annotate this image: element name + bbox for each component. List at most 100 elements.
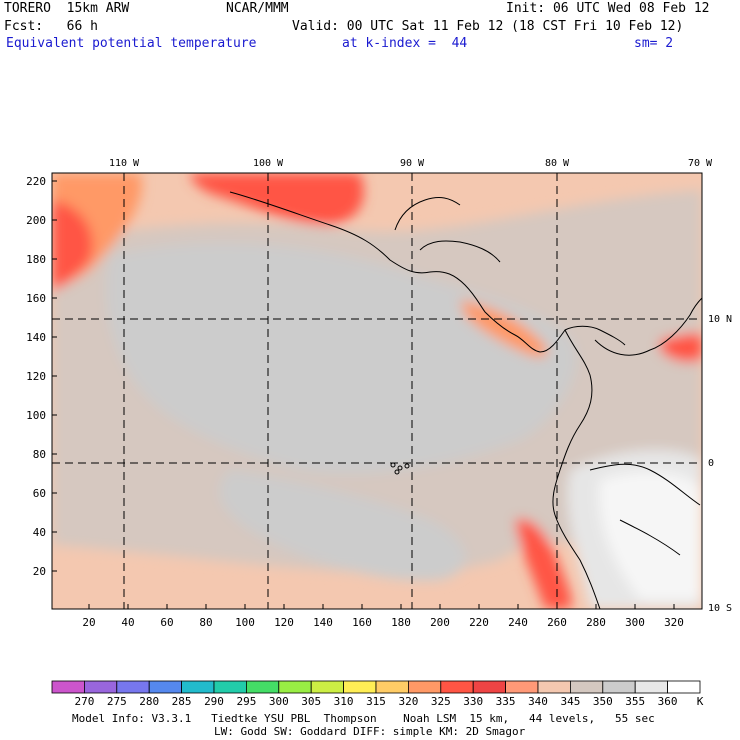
x-tick-label: 80 [199, 616, 212, 629]
colorbar-swatch [634, 680, 669, 694]
coastline-central-america [229, 191, 626, 353]
theta-e-field [52, 173, 702, 609]
coastline-venezuela [594, 297, 703, 356]
lon-label: 70 W [688, 158, 713, 169]
colorbar-labels: 270 275 280 285 290 295 300 305 310 315 320 325 330 3… [74, 695, 677, 708]
colorbar-label: 280 [139, 695, 159, 708]
field-band-350b [219, 470, 466, 581]
colorbar-label: 310 [334, 695, 354, 708]
colorbar-label: 290 [204, 695, 224, 708]
x-tick-label: 280 [586, 616, 606, 629]
colorbar-swatch [537, 680, 571, 694]
colorbar-swatch [505, 680, 539, 694]
x-tick-label: 20 [82, 616, 95, 629]
colorbar-swatch [440, 680, 474, 694]
y-tick-label: 160 [26, 292, 46, 305]
x-tick-label: 40 [121, 616, 134, 629]
lon-label: 100 W [253, 158, 284, 169]
model-info-line: Model Info: V3.3.1 Tiedtke YSU PBL Thomp… [72, 712, 655, 725]
colorbar-swatch [343, 680, 377, 694]
x-tick-label: 200 [430, 616, 450, 629]
physics-info-line: LW: Godd SW: Goddard DIFF: simple KM: 2D… [214, 725, 526, 738]
colorbar-swatch [375, 680, 409, 694]
colorbar-label: 345 [560, 695, 580, 708]
border-andes [619, 519, 681, 556]
x-tick-label: 120 [274, 616, 294, 629]
colorbar-swatch [245, 680, 280, 694]
field-band-330-peru [515, 519, 572, 609]
colorbar-swatch [84, 680, 118, 694]
colorbar-label: 335 [496, 695, 516, 708]
lat-label: 10 N [708, 314, 732, 325]
x-tick-label: 220 [469, 616, 489, 629]
colorbar-label: 320 [398, 695, 418, 708]
colorbar-swatch [667, 680, 701, 694]
x-tick-label: 240 [508, 616, 528, 629]
colorbar-label: 305 [301, 695, 321, 708]
colorbar-label: 360 [658, 695, 678, 708]
galapagos-island [397, 465, 403, 471]
y-tick-label: 20 [33, 565, 46, 578]
colorbar-unit: K [697, 695, 704, 708]
colorbar [51, 680, 701, 694]
y-tick-label: 220 [26, 175, 46, 188]
y-tick-label: 80 [33, 448, 46, 461]
colorbar-label: 355 [625, 695, 645, 708]
x-tick-label: 100 [235, 616, 255, 629]
colorbar-swatch [602, 680, 636, 694]
x-tick-label: 180 [391, 616, 411, 629]
colorbar-swatch [310, 680, 345, 694]
coastlines [229, 191, 703, 610]
field-band-330-carib [660, 332, 702, 362]
x-tick-labels: 20 40 60 80 100 120 140 160 180 200 220 240 260 280 30… [82, 616, 684, 629]
valid-time: Valid: 00 UTC Sat 11 Feb 12 (18 CST Fri … [292, 19, 684, 34]
y-tick-label: 180 [26, 253, 46, 266]
y-tick-labels: 220 200 180 160 140 120 100 80 60 40 20 [26, 175, 46, 578]
lon-label: 80 W [545, 158, 570, 169]
colorbar-label: 270 [74, 695, 94, 708]
lat-label: 10 S [708, 603, 732, 614]
colorbar-label: 325 [431, 695, 451, 708]
border-peru-brazil [589, 463, 701, 506]
graticule [52, 173, 702, 609]
lon-label: 110 W [109, 158, 140, 169]
map-frame [51, 172, 703, 610]
x-tick-label: 260 [547, 616, 567, 629]
colorbar-label: 330 [463, 695, 483, 708]
field-name: Equivalent potential temperature [6, 36, 257, 51]
x-tick-label: 300 [625, 616, 645, 629]
y-tick-label: 140 [26, 331, 46, 344]
lon-labels: 110 W 100 W 90 W 80 W 70 W [109, 158, 713, 169]
coastline-yucatan [394, 197, 461, 231]
level-label: at k-index = 44 [342, 36, 468, 51]
institution-label: NCAR/MMM [226, 1, 289, 16]
colorbar-label: 315 [366, 695, 386, 708]
galapagos-island [404, 463, 410, 469]
field-band-330-coast [190, 173, 364, 225]
colorbar-swatch [472, 680, 507, 694]
lat-labels: 10 N 0 10 S [708, 314, 732, 614]
x-tick-label: 160 [352, 616, 372, 629]
x-tick-label: 140 [313, 616, 333, 629]
colorbar-label: 340 [528, 695, 548, 708]
colorbar-swatch [213, 680, 247, 694]
colorbar-label: 285 [172, 695, 192, 708]
field-band-330 [52, 200, 93, 292]
colorbar-swatch [407, 680, 442, 694]
x-tick-label: 320 [664, 616, 684, 629]
x-tick-label: 60 [160, 616, 173, 629]
galapagos-island [394, 469, 400, 475]
y-tick-label: 60 [33, 487, 46, 500]
colorbar-swatch [278, 680, 312, 694]
colorbar-label: 295 [236, 695, 256, 708]
y-tick-label: 100 [26, 409, 46, 422]
forecast-hour: Fcst: 66 h [4, 19, 98, 34]
colorbar-swatch [148, 680, 182, 694]
colorbar-swatch [181, 680, 215, 694]
model-title: TORERO 15km ARW [4, 1, 130, 16]
smoothing-label: sm= 2 [634, 36, 674, 51]
colorbar-label: 300 [269, 695, 289, 708]
y-tick-label: 40 [33, 526, 46, 539]
coastline-honduras [419, 240, 501, 263]
